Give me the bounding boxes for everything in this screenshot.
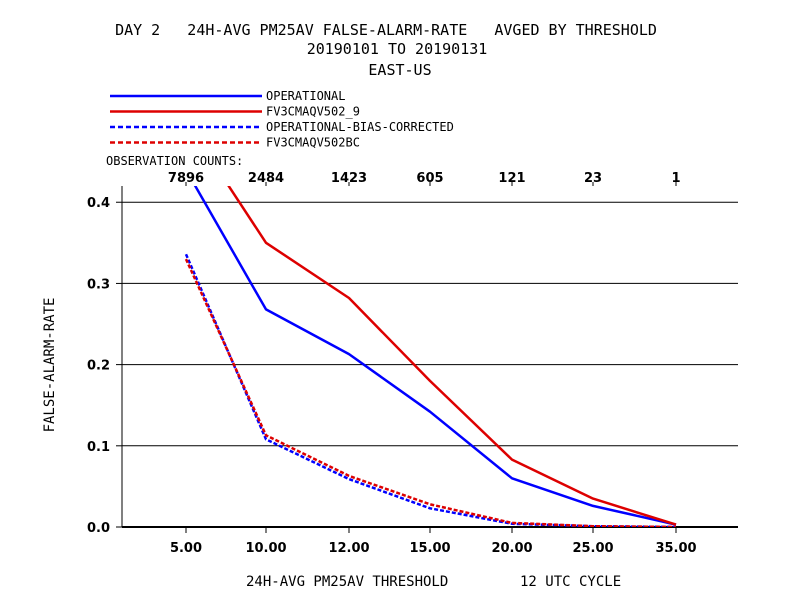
x-tick-label: 5.00	[170, 541, 202, 556]
x-tick-label: 12.00	[328, 541, 369, 556]
x-tick-label: 15.00	[409, 541, 450, 556]
legend-label: FV3CMAQV502BC	[266, 136, 360, 150]
x-tick-label: 35.00	[655, 541, 696, 556]
x-tick-label: 20.00	[491, 541, 532, 556]
y-tick-label: 0.2	[87, 359, 110, 374]
observation-counts-label: OBSERVATION COUNTS:	[106, 154, 243, 168]
obs-count-label: 23	[584, 171, 602, 186]
obs-count-label: 2484	[248, 171, 284, 186]
chart-title-line3: EAST-US	[368, 61, 431, 79]
x-axis-ticks: 5.00 10.00 12.00 15.00 20.00 25.00 35.00	[170, 527, 697, 556]
x-tick-label: 25.00	[572, 541, 613, 556]
observation-counts: 7896 2484 1423 605 121 23 1	[168, 171, 681, 186]
legend: OPERATIONAL FV3CMAQV502_9OPERATIONAL-BIAS…	[110, 89, 454, 150]
series-lines	[184, 186, 677, 527]
series-line	[193, 186, 677, 526]
obs-count-label: 7896	[168, 171, 204, 186]
series-line	[227, 186, 677, 526]
legend-label: FV3CMAQV502_9	[266, 105, 360, 119]
x-tick-label: 10.00	[245, 541, 286, 556]
obs-count-label: 1423	[331, 171, 367, 186]
chart-title-line1: DAY 2 24H-AVG PM25AV FALSE-ALARM-RATE AV…	[115, 21, 657, 39]
y-tick-label: 0.0	[87, 521, 110, 536]
obs-count-label: 605	[416, 171, 443, 186]
obs-count-label: 121	[498, 171, 525, 186]
legend-label: OPERATIONAL-BIAS-CORRECTED	[266, 120, 454, 134]
obs-count-label: 1	[671, 171, 680, 186]
series-line	[184, 253, 677, 527]
y-axis-ticks: 0.0 0.1 0.2 0.3 0.4	[87, 196, 122, 536]
cycle-label: 12 UTC CYCLE	[520, 574, 621, 590]
y-tick-label: 0.4	[87, 196, 110, 211]
x-axis-label: 24H-AVG PM25AV THRESHOLD	[246, 574, 448, 590]
legend-label: OPERATIONAL	[266, 89, 345, 103]
y-tick-label: 0.3	[87, 277, 110, 292]
grid-lines	[122, 201, 738, 447]
y-axis-label: FALSE-ALARM-RATE	[42, 298, 58, 433]
y-tick-label: 0.1	[87, 440, 110, 455]
chart-title-line2: 20190101 TO 20190131	[307, 40, 488, 58]
series-line	[184, 258, 677, 527]
